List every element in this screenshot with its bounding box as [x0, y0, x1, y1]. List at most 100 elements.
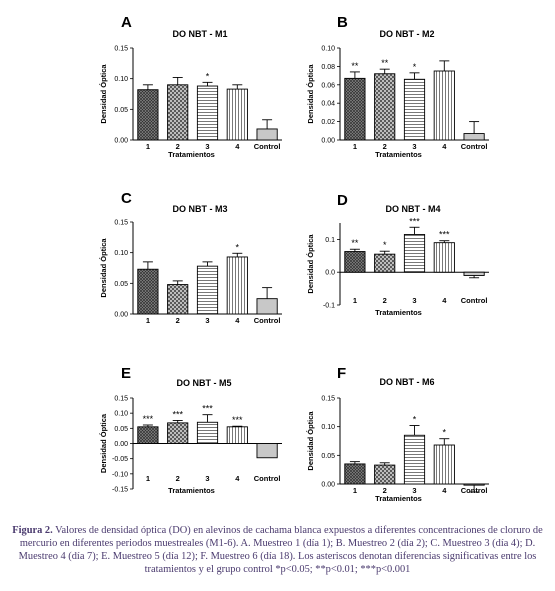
chart-panel-e: E DO NBT - M5 -0.15 -0.10 -0.05 0.00 0.05 0.10 0…	[99, 365, 282, 495]
bar-3	[196, 265, 219, 315]
bar-2	[167, 422, 189, 444]
bar-2	[167, 84, 189, 141]
x-tick-label: Control	[461, 296, 488, 305]
bar-4	[226, 256, 248, 315]
significance-label: *	[236, 242, 240, 252]
y-tick-label: 0.05	[114, 107, 128, 114]
x-tick-label: 1	[146, 474, 150, 483]
chart-panel-b: B DO NBT - M2 0.00 0.02 0.04 0.06 0.08 0.10 Dens…	[306, 14, 489, 159]
y-tick-label: -0.10	[112, 471, 128, 478]
y-tick-label: 0.1	[325, 237, 335, 244]
y-axis-title: Densidad Óptica	[99, 238, 108, 298]
y-tick-label: -0.1	[323, 303, 335, 310]
bar-3	[403, 234, 426, 273]
significance-label: **	[351, 238, 359, 248]
y-tick-label: 0.05	[321, 453, 335, 460]
x-tick-label: 2	[383, 142, 387, 151]
bar-1	[137, 89, 159, 141]
y-tick-label: 0.10	[114, 411, 128, 418]
caption-text: Valores de densidad óptica (DO) en alevi…	[18, 525, 543, 575]
x-tick-label: 1	[146, 316, 150, 325]
significance-label: ***	[143, 414, 154, 424]
bar-control	[256, 298, 278, 315]
y-tick-label: 0.00	[114, 138, 128, 145]
y-tick-label: 0.05	[114, 426, 128, 433]
significance-label: *	[383, 240, 387, 250]
bar-1	[137, 426, 159, 444]
y-tick-label: -0.15	[112, 487, 128, 494]
bar-1	[344, 251, 366, 273]
panel-letter: E	[121, 365, 131, 382]
x-tick-label: 3	[205, 316, 209, 325]
x-tick-label: 4	[235, 316, 240, 325]
figure-caption: Figura 2. Valores de densidad óptica (DO…	[2, 524, 553, 576]
x-axis-title: Tratamientos	[168, 150, 215, 159]
bar-control	[463, 133, 485, 141]
y-tick-label: 0.00	[114, 312, 128, 319]
x-tick-label: Control	[254, 142, 281, 151]
bar-3	[196, 85, 219, 141]
significance-label: ***	[439, 230, 450, 240]
y-tick-label: 0.10	[321, 46, 335, 53]
y-tick-label: 0.08	[321, 64, 335, 71]
x-tick-label: Control	[254, 316, 281, 325]
y-tick-label: 0.00	[321, 482, 335, 489]
y-tick-label: 0.15	[114, 396, 128, 403]
bar-2	[374, 253, 396, 273]
y-tick-label: -0.05	[112, 456, 128, 463]
x-tick-label: 3	[412, 486, 416, 495]
x-tick-label: 2	[176, 142, 180, 151]
x-tick-label: Control	[254, 474, 281, 483]
significance-label: ***	[232, 415, 243, 425]
bar-1	[344, 77, 366, 141]
x-tick-label: 3	[205, 474, 209, 483]
bar-4	[433, 242, 455, 273]
y-tick-label: 0.15	[114, 220, 128, 227]
bar-2	[167, 284, 189, 315]
x-axis-title: Tratamientos	[168, 486, 215, 495]
chart-title: DO NBT - M4	[386, 204, 441, 214]
significance-label: **	[381, 58, 389, 68]
significance-label: ***	[202, 404, 213, 414]
significance-label: **	[351, 61, 359, 71]
x-axis-title: Tratamientos	[375, 150, 422, 159]
bar-3	[403, 78, 426, 141]
chart-title: DO NBT - M6	[380, 377, 435, 387]
significance-label: ***	[172, 409, 183, 419]
significance-label: *	[413, 415, 417, 425]
bar-2	[374, 73, 396, 141]
bar-4	[433, 444, 455, 485]
bar-control	[463, 271, 485, 276]
y-tick-label: 0.10	[114, 76, 128, 83]
bar-2	[374, 464, 396, 485]
y-axis-title: Densidad Óptica	[99, 413, 108, 473]
y-axis-title: Densidad Óptica	[306, 411, 315, 471]
x-tick-label: 4	[442, 486, 447, 495]
chart-panel-f: F DO NBT - M6 0.00 0.05 0.10 0.15 Densidad Ópt…	[306, 365, 489, 503]
bar-control	[463, 483, 485, 486]
x-tick-label: 2	[383, 296, 387, 305]
chart-title: DO NBT - M5	[177, 378, 232, 388]
y-tick-label: 0.15	[321, 396, 335, 403]
chart-title: DO NBT - M2	[380, 29, 435, 39]
x-tick-label: 4	[235, 474, 240, 483]
bar-1	[137, 268, 159, 315]
x-tick-label: 3	[205, 142, 209, 151]
x-tick-label: 4	[235, 142, 240, 151]
x-tick-label: 4	[442, 296, 447, 305]
y-tick-label: 0.04	[321, 101, 335, 108]
significance-label: *	[206, 71, 210, 81]
panel-letter: D	[337, 192, 348, 209]
chart-title: DO NBT - M3	[173, 204, 228, 214]
x-tick-label: 2	[383, 486, 387, 495]
x-tick-label: Control	[461, 486, 488, 495]
x-axis-title: Tratamientos	[375, 494, 422, 503]
x-tick-label: 3	[412, 142, 416, 151]
bar-3	[196, 421, 219, 444]
panel-letter: C	[121, 190, 132, 207]
y-axis-title: Densidad Óptica	[306, 234, 315, 294]
x-tick-label: 2	[176, 316, 180, 325]
bar-control	[256, 443, 278, 459]
x-tick-label: 4	[442, 142, 447, 151]
chart-panel-d: D DO NBT - M4 -0.1 0.0 0.1 Densidad Óptica ** 1…	[306, 192, 489, 317]
